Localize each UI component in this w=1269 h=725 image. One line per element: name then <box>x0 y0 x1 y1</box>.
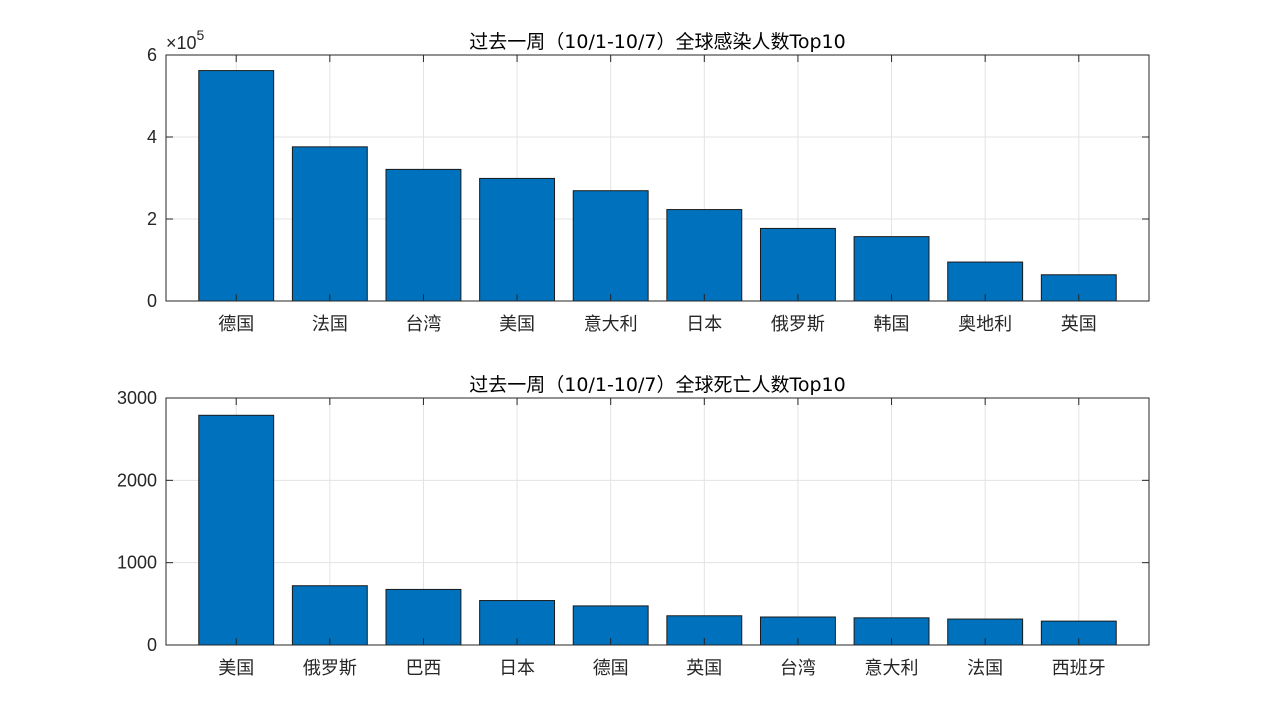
infections-bar-5 <box>666 209 743 302</box>
infections-bar-7 <box>853 236 930 302</box>
infections-bars <box>198 70 1117 302</box>
deaths-bar-2 <box>385 588 462 646</box>
deaths-x-tick-label: 西班牙 <box>1052 658 1106 679</box>
deaths-x-tick-label: 德国 <box>593 658 629 679</box>
infections-x-tick-label: 韩国 <box>874 314 910 335</box>
infections-x-tick-label: 美国 <box>499 314 535 335</box>
infections-bar-4 <box>572 190 649 302</box>
deaths-x-tick-label: 巴西 <box>405 658 441 679</box>
infections-x-tick-label: 德国 <box>218 314 254 335</box>
infections-chart: 0 2 4 6 德国 法国 台湾 美国 意大利 日本 俄罗斯 韩国 奥地利 英国 过去一周（10/1-1… <box>147 27 1150 335</box>
infections-bar-2 <box>385 168 462 302</box>
deaths-y-tick-label: 2000 <box>117 470 157 490</box>
deaths-x-tick-label: 美国 <box>218 658 254 679</box>
deaths-x-tick-label: 英国 <box>686 658 722 679</box>
deaths-axes-frame <box>165 397 1150 646</box>
infections-y-tick-label: 2 <box>147 209 157 229</box>
deaths-x-tick-label: 意大利 <box>865 658 919 679</box>
deaths-x-ticks: 美国 俄罗斯 巴西 日本 德国 英国 台湾 意大利 法国 西班牙 <box>218 398 1106 679</box>
infections-bar-1 <box>291 146 368 302</box>
infections-bar-3 <box>479 177 556 302</box>
infections-chart-title: 过去一周（10/1-10/7）全球感染人数Top10 <box>469 31 845 53</box>
infections-y-tick-label: 0 <box>147 291 157 311</box>
infections-x-ticks: 德国 法国 台湾 美国 意大利 日本 俄罗斯 韩国 奥地利 英国 <box>218 55 1097 335</box>
infections-bar-0 <box>198 70 275 302</box>
infections-x-tick-label: 法国 <box>312 314 348 335</box>
infections-y-tick-label: 4 <box>147 127 157 147</box>
deaths-y-ticks: 0 1000 2000 3000 <box>117 388 1149 655</box>
infections-x-tick-label: 日本 <box>686 314 722 335</box>
infections-x-tick-label: 奥地利 <box>958 314 1012 335</box>
infections-bar-6 <box>759 227 836 302</box>
deaths-y-tick-label: 1000 <box>117 553 157 573</box>
deaths-x-tick-label: 俄罗斯 <box>303 658 357 679</box>
infections-axes-frame <box>165 54 1150 302</box>
deaths-bars <box>198 414 1117 646</box>
deaths-y-tick-label: 0 <box>147 635 157 655</box>
infections-x-tick-label: 意大利 <box>584 314 638 335</box>
deaths-chart: 0 1000 2000 3000 美国 俄罗斯 巴西 日本 德国 英国 台湾 意大利 法国 西班牙 过去… <box>117 374 1150 679</box>
infections-y-exponent: ×105 <box>166 27 205 53</box>
deaths-x-tick-label: 台湾 <box>780 658 816 679</box>
deaths-bar-1 <box>291 585 368 646</box>
infections-x-tick-label: 英国 <box>1061 314 1097 335</box>
infections-y-tick-label: 6 <box>147 45 157 65</box>
infections-y-ticks: 0 2 4 6 <box>147 45 1149 311</box>
deaths-x-tick-label: 法国 <box>967 658 1003 679</box>
infections-x-tick-label: 台湾 <box>405 314 441 335</box>
deaths-chart-title: 过去一周（10/1-10/7）全球死亡人数Top10 <box>469 374 845 396</box>
deaths-y-tick-label: 3000 <box>117 388 157 408</box>
infections-x-tick-label: 俄罗斯 <box>771 314 825 335</box>
deaths-bar-0 <box>198 414 275 646</box>
deaths-x-tick-label: 日本 <box>499 658 535 679</box>
